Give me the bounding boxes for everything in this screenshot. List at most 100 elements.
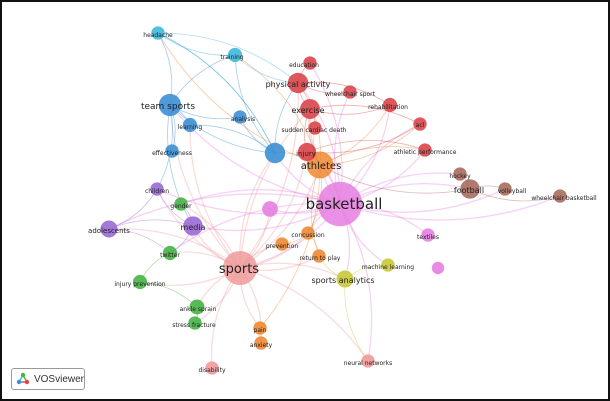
label-education: education [289, 62, 319, 69]
label-neural-networks: neural networks [344, 360, 393, 367]
node-effectiveness[interactable] [165, 144, 179, 158]
label-exercise: exercise [291, 106, 324, 115]
edge-team-sports-blue-hub [169, 104, 276, 154]
edge-blue-hub-headache [157, 32, 276, 154]
label-wheelchair-sport: wheelchair sport [325, 91, 376, 98]
edge-sports-learning [189, 124, 241, 269]
node-exercise[interactable] [300, 99, 320, 119]
label-concussion: concussion [291, 232, 324, 239]
node-training[interactable] [227, 47, 243, 63]
node-machine-learning[interactable] [381, 258, 395, 272]
node-ankle-sprain[interactable] [189, 299, 205, 315]
edge-sports-neural-networks [239, 267, 369, 362]
node-neural-networks[interactable] [361, 354, 375, 368]
node-children[interactable] [150, 182, 164, 196]
label-team-sports: team sports [141, 102, 195, 112]
node-learning[interactable] [182, 117, 198, 133]
label-headache: headache [143, 32, 173, 39]
node-concussion[interactable] [301, 226, 315, 240]
label-children: children [145, 188, 169, 195]
edge-football-athletes [319, 164, 471, 194]
edge-athletes-headache [157, 32, 321, 166]
edge-headache-physical-activity [157, 32, 299, 84]
node-volleyball[interactable] [498, 182, 512, 196]
edge-basketball-children [156, 188, 341, 215]
node-injury[interactable] [297, 142, 317, 162]
label-training: training [220, 54, 243, 61]
label-athletic-performance: athletic performance [394, 149, 457, 156]
edge-basketball-wheelchair-basketball [339, 195, 561, 221]
edge-injury-athletic-performance [306, 139, 426, 153]
node-textiles[interactable] [421, 228, 435, 242]
label-stress-fracture: stress fracture [172, 322, 216, 329]
label-injury: injury [296, 150, 316, 158]
label-return-to-play: return to play [300, 255, 341, 262]
label-machine-learning: machine learning [362, 264, 414, 271]
node-wheelchair-sport[interactable] [343, 85, 357, 99]
node-layer [100, 26, 567, 375]
edge-basketball-adolescents [108, 193, 341, 230]
vosviewer-label: VOSviewer [33, 373, 84, 385]
label-injury-prevention: injury prevention [114, 281, 165, 288]
edge-sports-analytics-neural-networks [344, 278, 369, 362]
node-pain[interactable] [253, 321, 267, 335]
node-wheelchair-basketball[interactable] [553, 189, 567, 203]
label-media: media [181, 223, 206, 232]
node-pink-mid[interactable] [262, 201, 278, 217]
node-sudden-cardiac-death[interactable] [308, 121, 322, 135]
label-football: football [454, 186, 484, 195]
label-basketball: basketball [306, 195, 383, 213]
node-adolescents[interactable] [100, 220, 118, 238]
edge-training-physical-activity [234, 54, 299, 84]
label-prevention: prevention [266, 243, 299, 250]
label-ankle-sprain: ankle sprain [180, 306, 217, 313]
node-anxiety[interactable] [254, 336, 268, 350]
edge-sports-athletes [239, 164, 321, 269]
node-return-to-play[interactable] [312, 249, 326, 263]
label-hockey: hockey [449, 173, 471, 180]
label-volleyball: volleyball [498, 188, 527, 195]
edge-adolescents-children [108, 188, 158, 230]
node-prevention[interactable] [275, 237, 289, 251]
label-acl: acl [416, 122, 425, 129]
node-stress-fracture[interactable] [188, 316, 202, 330]
node-gender[interactable] [174, 197, 188, 211]
label-sudden-cardiac-death: sudden cardiac death [282, 127, 347, 134]
edge-athletes-pain [259, 164, 321, 329]
label-textiles: textiles [417, 234, 439, 241]
label-athletes: athletes [301, 161, 342, 172]
node-sports-analytics[interactable] [336, 270, 354, 288]
node-education[interactable] [303, 56, 317, 70]
node-injury-prevention[interactable] [132, 274, 148, 290]
node-basketball[interactable] [317, 181, 363, 227]
label-adolescents: adolescents [88, 227, 130, 235]
vosviewer-badge[interactable]: VOSviewer [11, 368, 85, 390]
node-analysis[interactable] [233, 110, 247, 124]
label-learning: learning [178, 124, 203, 131]
node-sports[interactable] [222, 250, 258, 286]
label-layer: basketball sports athletes team sports physi… [88, 32, 597, 374]
node-hockey[interactable] [453, 167, 467, 181]
node-media[interactable] [183, 216, 203, 236]
node-football[interactable] [460, 179, 480, 199]
node-blue-hub[interactable] [264, 142, 286, 164]
label-wheelchair-basketball: wheelchair basketball [531, 195, 597, 202]
node-pink-small[interactable] [431, 261, 445, 275]
node-team-sports[interactable] [158, 93, 182, 117]
edge-sports-exercise [239, 108, 311, 269]
label-physical-activity: physical activity [266, 80, 331, 89]
node-physical-activity[interactable] [287, 72, 309, 94]
label-disability: disability [199, 367, 226, 374]
edge-blue-hub-training [234, 54, 276, 154]
node-athletic-performance[interactable] [418, 143, 432, 157]
label-anxiety: anxiety [250, 342, 273, 349]
node-twitter[interactable] [162, 245, 178, 261]
edge-sports-physical-activity [239, 82, 299, 269]
node-acl[interactable] [413, 117, 427, 131]
label-sports: sports [219, 262, 259, 277]
node-headache[interactable] [151, 26, 165, 40]
edge-exercise-acl [309, 104, 421, 125]
node-disability[interactable] [205, 361, 219, 375]
node-rehabilitation[interactable] [382, 97, 398, 113]
